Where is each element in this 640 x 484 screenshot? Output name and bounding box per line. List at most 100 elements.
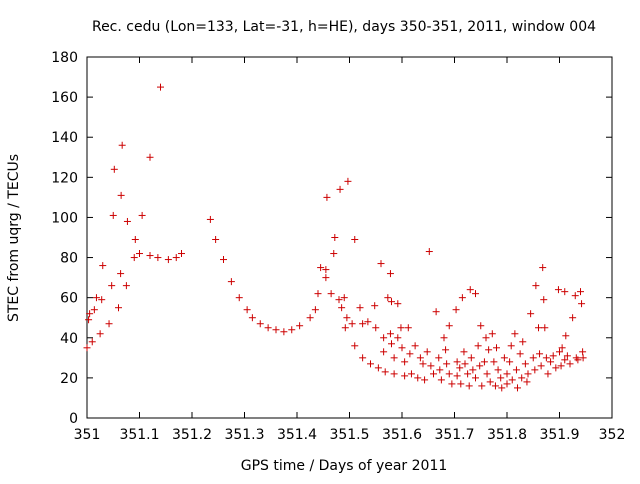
data-point xyxy=(311,306,319,314)
data-point xyxy=(485,346,493,354)
data-point xyxy=(157,83,164,91)
data-point xyxy=(571,292,579,300)
data-point xyxy=(88,338,96,346)
data-point xyxy=(477,322,485,330)
data-point xyxy=(514,384,521,392)
y-tick-label: 40 xyxy=(60,331,78,347)
data-point xyxy=(99,262,107,270)
data-point xyxy=(541,324,549,332)
data-point xyxy=(540,296,548,304)
data-point xyxy=(483,370,491,378)
data-point xyxy=(85,316,93,324)
data-point xyxy=(445,370,453,378)
data-point xyxy=(474,342,482,350)
data-point xyxy=(288,326,296,334)
data-point xyxy=(397,324,405,332)
data-point xyxy=(110,165,118,173)
data-point xyxy=(86,310,94,318)
x-tick-label: 351.9 xyxy=(539,427,579,443)
data-point xyxy=(335,296,343,304)
data-point xyxy=(478,382,486,390)
data-point xyxy=(108,282,116,290)
data-point xyxy=(532,282,540,290)
data-point xyxy=(380,348,388,356)
data-point xyxy=(131,236,139,244)
data-point xyxy=(331,234,339,241)
data-point xyxy=(138,211,146,219)
data-point xyxy=(164,256,172,264)
data-point xyxy=(394,300,402,308)
data-point xyxy=(458,294,466,302)
data-point xyxy=(364,318,372,326)
x-tick-label: 351.7 xyxy=(434,427,474,443)
data-point xyxy=(521,360,529,368)
axes-layer: 351 351.1 351.2 351.3 351.4 351.5 351.6 351.7 35… xyxy=(51,50,625,443)
data-point xyxy=(453,372,461,380)
x-tick-label: 351.5 xyxy=(329,427,369,443)
data-point xyxy=(482,334,490,342)
data-point xyxy=(336,185,344,193)
data-point xyxy=(472,290,479,298)
x-axis-label: GPS time / Days of year 2011 xyxy=(241,458,448,474)
data-point xyxy=(440,334,448,342)
data-point xyxy=(456,364,464,372)
data-point xyxy=(421,376,429,384)
data-point xyxy=(115,304,122,312)
data-point xyxy=(330,250,338,258)
data-point xyxy=(497,374,505,382)
data-point xyxy=(367,360,374,368)
data-point xyxy=(563,352,571,360)
data-point xyxy=(436,366,444,374)
data-point xyxy=(146,153,154,161)
data-point xyxy=(432,308,440,316)
data-point xyxy=(380,334,388,342)
data-point xyxy=(547,358,555,366)
data-point xyxy=(390,354,398,362)
data-point xyxy=(243,306,251,314)
data-point xyxy=(92,294,100,302)
data-point xyxy=(390,370,398,378)
data-point xyxy=(577,288,584,296)
data-point xyxy=(317,264,325,272)
data-point xyxy=(146,252,154,260)
data-point xyxy=(117,191,125,199)
data-point xyxy=(341,324,349,332)
data-point xyxy=(442,346,450,354)
x-tick-label: 352 xyxy=(599,427,626,443)
data-point xyxy=(536,350,544,358)
data-point xyxy=(437,376,445,384)
data-point xyxy=(172,254,180,262)
data-point xyxy=(511,330,519,338)
data-point xyxy=(356,304,364,312)
y-tick-label: 0 xyxy=(69,411,78,427)
y-tick-label: 100 xyxy=(51,210,78,226)
data-point xyxy=(323,193,331,201)
data-point xyxy=(377,260,385,268)
data-point xyxy=(322,266,330,274)
data-point xyxy=(314,290,322,298)
data-point xyxy=(430,370,437,378)
data-point xyxy=(419,360,427,368)
data-point xyxy=(407,370,415,378)
data-point xyxy=(374,364,382,372)
data-point xyxy=(406,350,414,358)
data-point xyxy=(212,236,220,244)
data-point xyxy=(535,324,542,332)
data-point xyxy=(227,278,235,286)
y-tick-label: 60 xyxy=(60,291,78,307)
data-point xyxy=(388,340,395,348)
plot-frame xyxy=(86,56,613,419)
data-point xyxy=(486,378,494,386)
data-point xyxy=(272,326,280,334)
data-point xyxy=(351,342,359,350)
points-layer xyxy=(83,83,587,392)
data-point xyxy=(386,330,394,338)
data-point xyxy=(427,362,435,370)
x-tick-label: 351.3 xyxy=(224,427,264,443)
data-point xyxy=(83,344,91,352)
data-point xyxy=(348,320,356,328)
data-point xyxy=(401,358,409,366)
data-point xyxy=(235,294,243,302)
data-point xyxy=(452,306,460,314)
y-tick-label: 80 xyxy=(60,251,78,267)
